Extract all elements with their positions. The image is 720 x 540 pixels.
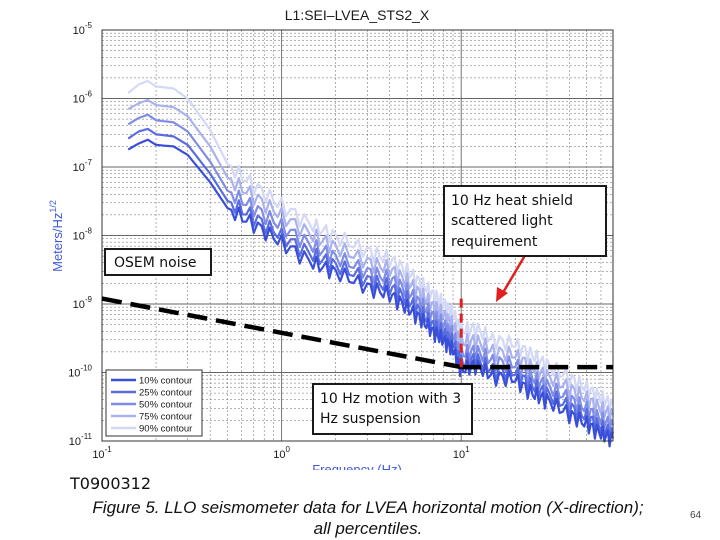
x-tick-label: 100	[273, 445, 290, 461]
x-tick-base: 10	[453, 449, 465, 461]
page-number: 64	[690, 510, 702, 521]
x-tick-label: 101	[453, 445, 470, 461]
series-line	[127, 138, 615, 448]
reference-line	[101, 296, 462, 370]
y-tick-base: 10	[68, 368, 80, 380]
x-axis-label: Frequency (Hz)	[312, 462, 402, 470]
legend-label: 10% contour	[139, 376, 192, 387]
legend-label: 25% contour	[139, 388, 192, 399]
plot-frame	[101, 29, 614, 442]
y-axis-label-sup: 1/2	[48, 200, 58, 213]
series-line	[127, 79, 615, 414]
x-tick-exponent: -1	[105, 445, 113, 454]
y-tick-base: 10	[69, 436, 81, 448]
y-tick-exponent: -6	[85, 90, 93, 99]
y-tick-base: 10	[73, 94, 85, 106]
arrow-shaft	[499, 251, 529, 297]
x-tick-base: 10	[273, 449, 285, 461]
y-tick-label: 10-9	[73, 295, 93, 311]
y-tick-label: 10-6	[73, 90, 93, 106]
y-tick-label: 10-10	[68, 364, 92, 380]
series-line	[127, 127, 615, 443]
y-tick-base: 10	[73, 25, 85, 37]
y-axis-label-main: Meters/Hz	[50, 213, 65, 272]
y-tick-label: 10-8	[73, 227, 93, 243]
caption-line: all percentiles.	[313, 519, 423, 538]
y-tick-base: 10	[73, 299, 85, 311]
y-tick-exponent: -7	[85, 158, 93, 167]
heat-shield-annotation: 10 Hz heat shield scattered light requir…	[443, 185, 607, 257]
y-axis-label: Meters/Hz1/2	[48, 200, 65, 272]
arrow-head	[496, 287, 508, 302]
heat-shield-line: scattered light	[451, 213, 553, 230]
x-tick-base: 10	[92, 449, 104, 461]
figure-caption: Figure 5. LLO seismometer data for LVEA …	[68, 497, 668, 539]
x-tick-label: 10-1	[92, 445, 112, 461]
legend-label: 90% contour	[139, 424, 192, 435]
motion-line: Hz suspension	[320, 411, 421, 428]
y-tick-exponent: -8	[85, 227, 93, 236]
legend-label: 50% contour	[139, 400, 192, 411]
y-tick-label: 10-5	[73, 21, 93, 37]
y-tick-label: 10-11	[69, 432, 93, 448]
y-tick-base: 10	[73, 162, 85, 174]
y-tick-exponent: -11	[81, 432, 93, 441]
osem-noise-label: OSEM noise	[114, 255, 197, 271]
y-tick-exponent: -5	[85, 21, 93, 30]
motion-annotation: 10 Hz motion with 3 Hz suspension	[312, 383, 473, 435]
caption-line: Figure 5. LLO seismometer data for LVEA …	[92, 498, 644, 517]
y-tick-exponent: -10	[80, 364, 92, 373]
y-tick-base: 10	[73, 231, 85, 243]
chart-title: L1:SEI–LVEA_STS2_X	[285, 7, 430, 23]
motion-line: 10 Hz motion with 3	[320, 391, 462, 407]
heat-shield-line: 10 Hz heat shield	[451, 193, 574, 209]
x-tick-exponent: 0	[286, 445, 291, 454]
y-tick-label: 10-7	[73, 158, 93, 174]
x-tick-exponent: 1	[465, 445, 470, 454]
osem-noise-annotation: OSEM noise	[104, 248, 212, 276]
legend-label: 75% contour	[139, 412, 192, 423]
heat-shield-line: requirement	[451, 233, 538, 250]
series-line	[127, 113, 615, 435]
red-arrow	[496, 251, 529, 302]
document-id: T0900312	[70, 474, 152, 493]
y-tick-exponent: -9	[85, 295, 93, 304]
